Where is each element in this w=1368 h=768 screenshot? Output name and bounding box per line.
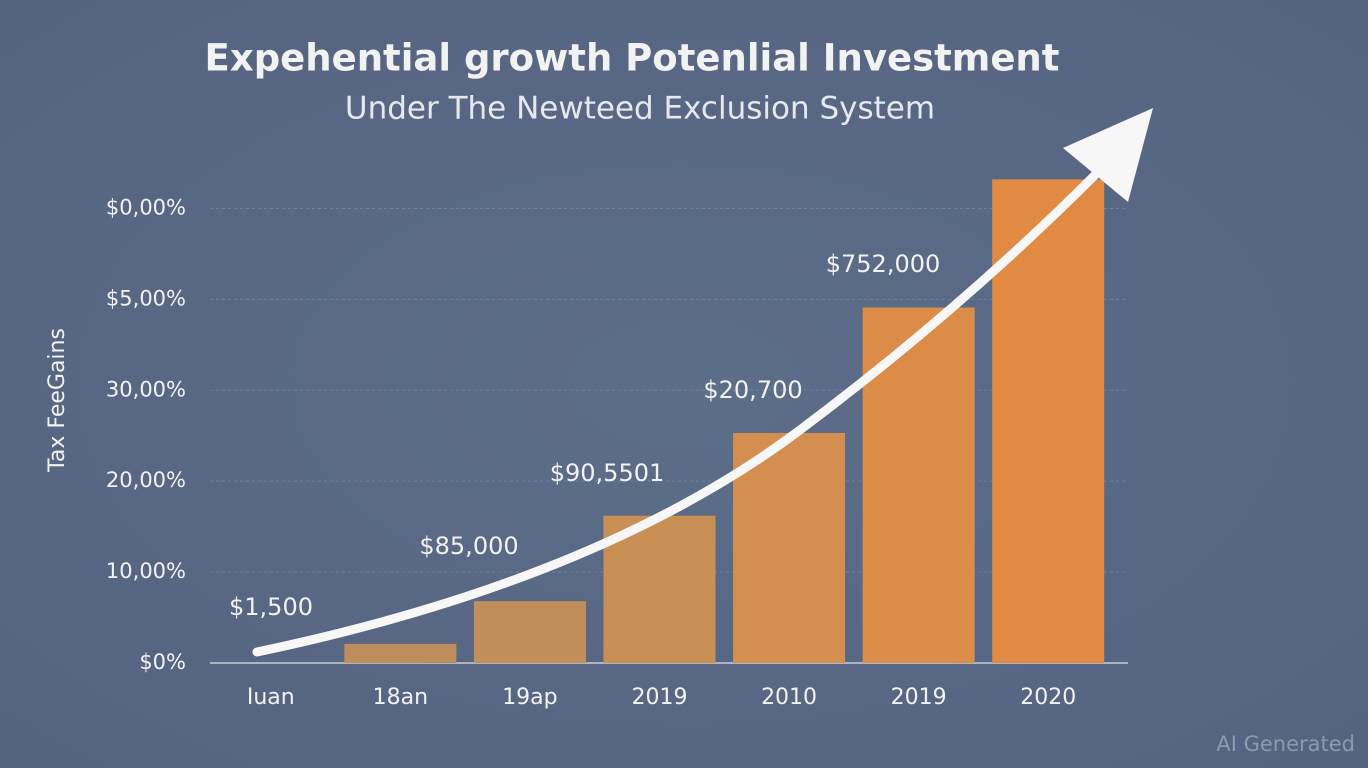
- bar: [733, 433, 846, 663]
- bar: [473, 601, 586, 663]
- y-tick-label: $0%: [139, 650, 186, 674]
- y-tick-label: 30,00%: [106, 377, 186, 401]
- y-axis-label: Tax FeeGains: [45, 328, 70, 473]
- annotation: $90,5501: [550, 459, 665, 487]
- y-tick-label: $0,00%: [106, 195, 186, 219]
- bar: [344, 643, 457, 663]
- x-tick-label: Iuan: [247, 685, 295, 710]
- x-tick-label: 2019: [891, 685, 947, 710]
- annotation: $85,000: [419, 532, 518, 560]
- x-tick-label: 19ap: [502, 685, 557, 710]
- y-tick-label: 20,00%: [106, 468, 186, 492]
- annotation: $752,000: [826, 250, 941, 278]
- x-tick-label: 2020: [1020, 685, 1076, 710]
- watermark: AI Generated: [1216, 732, 1355, 756]
- x-tick-label: 18an: [373, 685, 428, 710]
- y-tick-label: $5,00%: [106, 286, 186, 310]
- arrow-head: [1063, 108, 1153, 202]
- chart-title: Expehential growth Potenlial Investment: [205, 37, 1060, 80]
- trend-arrow: [252, 170, 1100, 657]
- bar: [862, 307, 975, 663]
- bar: [603, 515, 716, 663]
- annotation: $1,500: [229, 593, 313, 621]
- x-tick-label: 2019: [632, 685, 688, 710]
- x-tick-label: 2010: [761, 685, 817, 710]
- chart-subtitle: Under The Newteed Exclusion System: [345, 91, 935, 127]
- annotation: $20,700: [703, 376, 802, 404]
- y-tick-label: 10,00%: [106, 559, 186, 583]
